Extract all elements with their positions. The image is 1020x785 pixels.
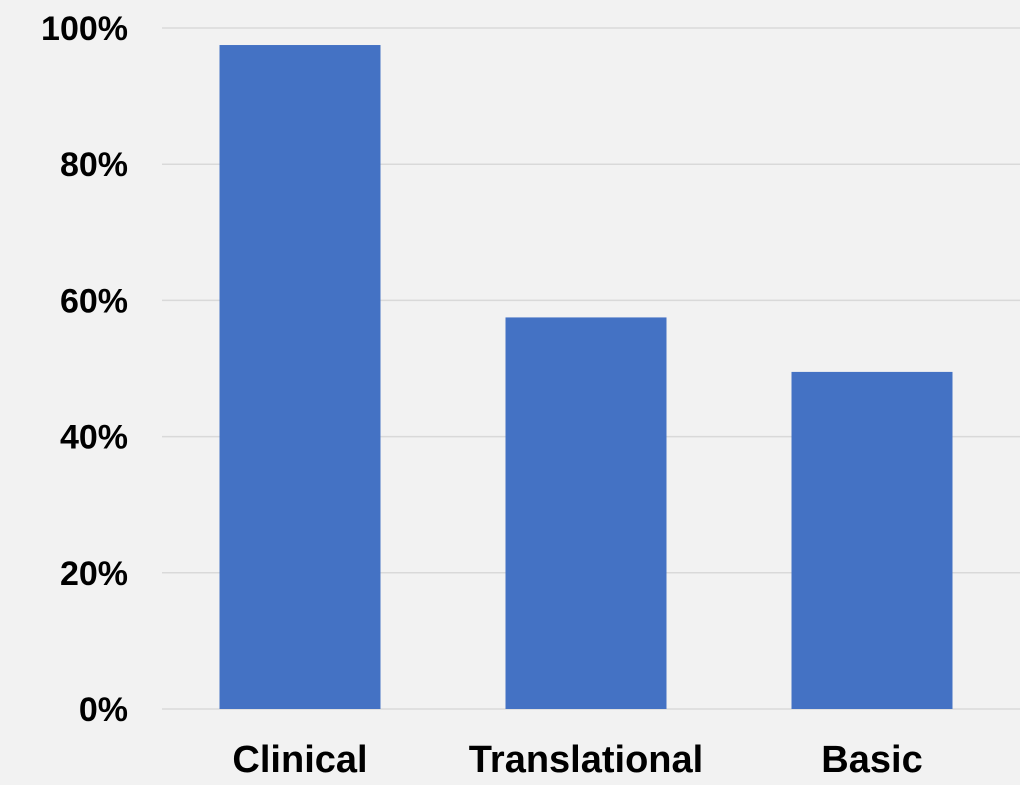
x-category-label: Translational bbox=[469, 739, 703, 780]
bars bbox=[219, 45, 953, 709]
y-tick-label: 60% bbox=[60, 282, 128, 320]
y-axis-tick-labels: 0% 20% 40% 60% 80% 100% bbox=[41, 10, 128, 729]
y-tick-label: 20% bbox=[60, 555, 128, 593]
y-tick-label: 100% bbox=[41, 10, 128, 48]
x-category-label: Clinical bbox=[232, 739, 367, 780]
bar-clinical bbox=[219, 45, 381, 709]
x-axis-category-labels: Clinical Translational Basic bbox=[232, 739, 922, 781]
bar-translational bbox=[505, 317, 667, 709]
y-tick-label: 80% bbox=[60, 146, 128, 184]
y-tick-label: 0% bbox=[79, 691, 128, 729]
bar-basic bbox=[791, 371, 953, 709]
y-tick-label: 40% bbox=[60, 419, 128, 457]
x-category-label: Basic bbox=[821, 739, 922, 780]
